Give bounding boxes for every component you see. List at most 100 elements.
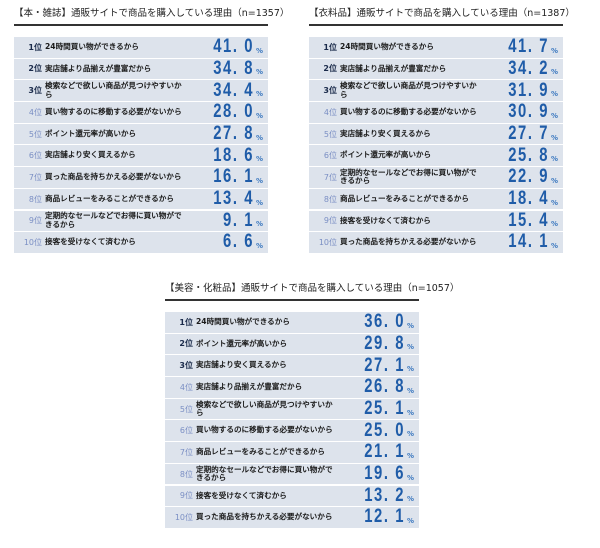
reason-text: 検索などで欲しい商品が見つけやすいから bbox=[196, 399, 333, 418]
percent-value: 14. 1 bbox=[508, 231, 549, 253]
rank-label: 3位 bbox=[28, 86, 42, 96]
rank-label: 4位 bbox=[179, 382, 193, 392]
table-row: 3位 検索などで欲しい商品が見つけやすいから 31. 9% bbox=[309, 80, 563, 101]
table-row: 4位 実店舗より品揃えが豊富だから 26. 8% bbox=[165, 376, 419, 398]
rank-label: 7位 bbox=[179, 447, 193, 457]
percent-value: 25. 1 bbox=[364, 398, 405, 420]
table-row: 4位 買い物するのに移動する必要がないから 28. 0% bbox=[14, 101, 268, 123]
rank-label: 5位 bbox=[179, 404, 193, 414]
rank-label: 4位 bbox=[28, 107, 42, 117]
percent-unit: % bbox=[551, 241, 559, 250]
table-row: 1位 24時間買い物ができるから 41. 7% bbox=[309, 36, 563, 58]
reason-text: 買った商品を持ちかえる必要がないから bbox=[196, 512, 333, 522]
table-row: 10位 接客を受けなくて済むから 6. 6% bbox=[14, 231, 268, 253]
panel-beauty-cosmetics: 【美容・化粧品】通販サイトで商品を購入している理由（n=1057） 1位 24時間… bbox=[165, 281, 460, 529]
table-row: 2位 実店舗より品揃えが豊富だから 34. 8% bbox=[14, 58, 268, 80]
percent-value: 41. 0 bbox=[213, 36, 254, 58]
percent-unit: % bbox=[407, 365, 415, 374]
reason-text: 買った商品を持ちかえる必要がないから bbox=[340, 237, 477, 247]
percent-value: 18. 4 bbox=[508, 188, 549, 210]
table-row: 7位 商品レビューをみることができるから 21. 1% bbox=[165, 441, 419, 463]
ranking-list: 1位 24時間買い物ができるから 36. 0% 2位 ポイント還元率が高いから 29. 8… bbox=[165, 311, 419, 528]
percent-value: 41. 7 bbox=[508, 36, 549, 58]
table-row: 9位 接客を受けなくて済むから 15. 4% bbox=[309, 209, 563, 232]
percent-unit: % bbox=[551, 176, 559, 185]
reason-text: 実店舗より品揃えが豊富だから bbox=[196, 382, 303, 392]
title-underline bbox=[309, 24, 563, 26]
table-row: 10位 買った商品を持ちかえる必要がないから 12. 1% bbox=[165, 506, 419, 528]
percent-unit: % bbox=[256, 241, 264, 250]
reason-text: 定期的なセールなどでお得に買い物ができるから bbox=[196, 464, 333, 483]
percent-unit: % bbox=[551, 111, 559, 120]
percent-unit: % bbox=[407, 473, 415, 482]
title-underline bbox=[14, 24, 268, 26]
percent-unit: % bbox=[551, 133, 559, 142]
percent-value: 6. 6 bbox=[223, 231, 254, 253]
percent-unit: % bbox=[256, 46, 264, 55]
reason-text: 24時間買い物ができるから bbox=[340, 42, 434, 52]
table-row: 6位 実店舗より安く買えるから 18. 6% bbox=[14, 144, 268, 167]
title-underline bbox=[165, 299, 419, 301]
percent-value: 31. 9 bbox=[508, 79, 549, 101]
table-row: 3位 検索などで欲しい商品が見つけやすいから 34. 4% bbox=[14, 80, 268, 101]
reason-text: 商品レビューをみることができるから bbox=[196, 447, 325, 457]
rank-label: 9位 bbox=[179, 491, 193, 501]
table-row: 3位 実店舗より安く買えるから 27. 1% bbox=[165, 355, 419, 376]
rank-label: 3位 bbox=[179, 361, 193, 371]
rank-label: 1位 bbox=[28, 42, 42, 52]
table-row: 9位 定期的なセールなどでお得に買い物ができるから 9. 1% bbox=[14, 209, 268, 232]
percent-value: 18. 6 bbox=[213, 144, 254, 166]
panel-title: 【美容・化粧品】通販サイトで商品を購入している理由（n=1057） bbox=[165, 283, 460, 294]
percent-value: 27. 1 bbox=[364, 354, 405, 376]
reason-text: 実店舗より品揃えが豊富だから bbox=[45, 63, 152, 73]
reason-text: 実店舗より安く買えるから bbox=[340, 128, 431, 138]
percent-unit: % bbox=[256, 155, 264, 164]
reason-text: 買い物するのに移動する必要がないから bbox=[45, 107, 182, 117]
table-row: 8位 商品レビューをみることができるから 13. 4% bbox=[14, 188, 268, 210]
percent-value: 9. 1 bbox=[223, 209, 254, 231]
rank-label: 4位 bbox=[323, 107, 337, 117]
rank-label: 1位 bbox=[179, 317, 193, 327]
rank-label: 5位 bbox=[28, 129, 42, 139]
rank-label: 7位 bbox=[28, 172, 42, 182]
reason-text: 実店舗より品揃えが豊富だから bbox=[340, 63, 447, 73]
rank-label: 8位 bbox=[179, 469, 193, 479]
percent-unit: % bbox=[407, 516, 415, 525]
percent-value: 36. 0 bbox=[364, 311, 405, 333]
reason-text: 検索などで欲しい商品が見つけやすいから bbox=[340, 81, 477, 99]
reason-text: 検索などで欲しい商品が見つけやすいから bbox=[45, 81, 182, 99]
panel-title: 【衣料品】通販サイトで商品を購入している理由（n=1387） bbox=[309, 8, 575, 19]
rank-label: 6位 bbox=[179, 426, 193, 436]
table-row: 1位 24時間買い物ができるから 36. 0% bbox=[165, 311, 419, 333]
percent-value: 25. 8 bbox=[508, 144, 549, 166]
reason-text: 商品レビューをみることができるから bbox=[45, 193, 174, 203]
reason-text: ポイント還元率が高いから bbox=[45, 128, 137, 138]
percent-value: 34. 2 bbox=[508, 57, 549, 79]
reason-text: 24時間買い物ができるから bbox=[196, 317, 290, 327]
table-row: 6位 ポイント還元率が高いから 25. 8% bbox=[309, 144, 563, 167]
percent-value: 34. 4 bbox=[213, 79, 254, 101]
percent-value: 28. 0 bbox=[213, 101, 254, 123]
table-row: 5位 ポイント還元率が高いから 27. 8% bbox=[14, 123, 268, 145]
table-row: 2位 実店舗より品揃えが豊富だから 34. 2% bbox=[309, 57, 563, 80]
table-row: 8位 商品レビューをみることができるから 18. 4% bbox=[309, 188, 563, 210]
rank-label: 9位 bbox=[323, 216, 337, 226]
percent-unit: % bbox=[551, 46, 559, 55]
rank-label: 2位 bbox=[323, 64, 337, 74]
reason-text: ポイント還元率が高いから bbox=[340, 150, 432, 160]
rank-label: 2位 bbox=[179, 339, 193, 349]
table-row: 5位 検索などで欲しい商品が見つけやすいから 25. 1% bbox=[165, 398, 419, 420]
percent-unit: % bbox=[407, 495, 415, 504]
rank-label: 5位 bbox=[323, 129, 337, 139]
percent-unit: % bbox=[256, 111, 264, 120]
percent-unit: % bbox=[407, 408, 415, 417]
percent-value: 15. 4 bbox=[508, 209, 549, 231]
percent-unit: % bbox=[407, 321, 415, 330]
percent-value: 16. 1 bbox=[213, 166, 254, 188]
reason-text: 実店舗より安く買えるから bbox=[45, 150, 136, 160]
reason-text: 接客を受けなくて済むから bbox=[340, 215, 431, 225]
percent-value: 13. 2 bbox=[364, 484, 405, 506]
percent-value: 29. 8 bbox=[364, 332, 405, 354]
reason-text: 買った商品を持ちかえる必要がないから bbox=[45, 172, 182, 182]
percent-unit: % bbox=[407, 430, 415, 439]
